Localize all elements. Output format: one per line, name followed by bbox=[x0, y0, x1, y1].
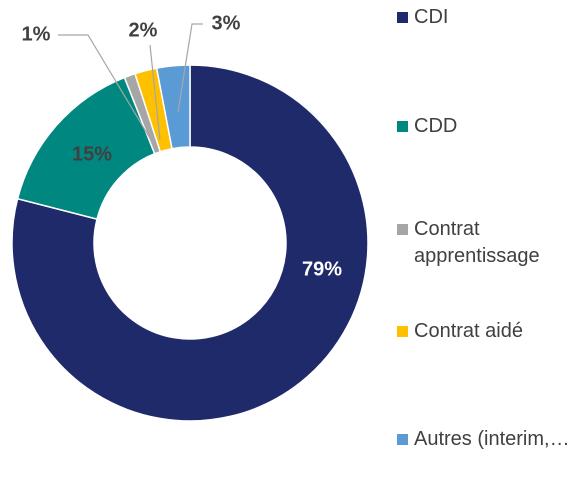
data-label: 15% bbox=[72, 143, 112, 165]
leader-line bbox=[149, 44, 161, 141]
legend-swatch bbox=[397, 121, 408, 132]
data-label: 3% bbox=[212, 12, 241, 34]
legend-item: Contrat aidé bbox=[397, 318, 570, 345]
legend-swatch bbox=[397, 12, 408, 23]
legend-item: Contrat apprentissage bbox=[397, 216, 570, 270]
legend-item: Autres (interim,…) bbox=[397, 426, 570, 453]
data-label: 79% bbox=[302, 258, 342, 280]
legend-swatch bbox=[397, 434, 408, 445]
legend-swatch bbox=[397, 224, 408, 235]
legend-swatch bbox=[397, 326, 408, 337]
slice bbox=[11, 64, 369, 422]
data-label: 2% bbox=[129, 19, 158, 41]
legend-item: CDI bbox=[397, 4, 570, 31]
legend-label: Contrat aidé bbox=[414, 320, 523, 342]
leader-line bbox=[177, 23, 203, 113]
legend-label: CDD bbox=[414, 115, 458, 137]
legend-label: Autres (interim,…) bbox=[414, 428, 570, 450]
legend-item: CDD bbox=[397, 113, 570, 140]
legend-label: CDI bbox=[414, 6, 449, 28]
data-label: 1% bbox=[22, 23, 51, 45]
leader-line bbox=[58, 34, 158, 151]
legend-label: Contrat apprentissage bbox=[414, 218, 540, 267]
